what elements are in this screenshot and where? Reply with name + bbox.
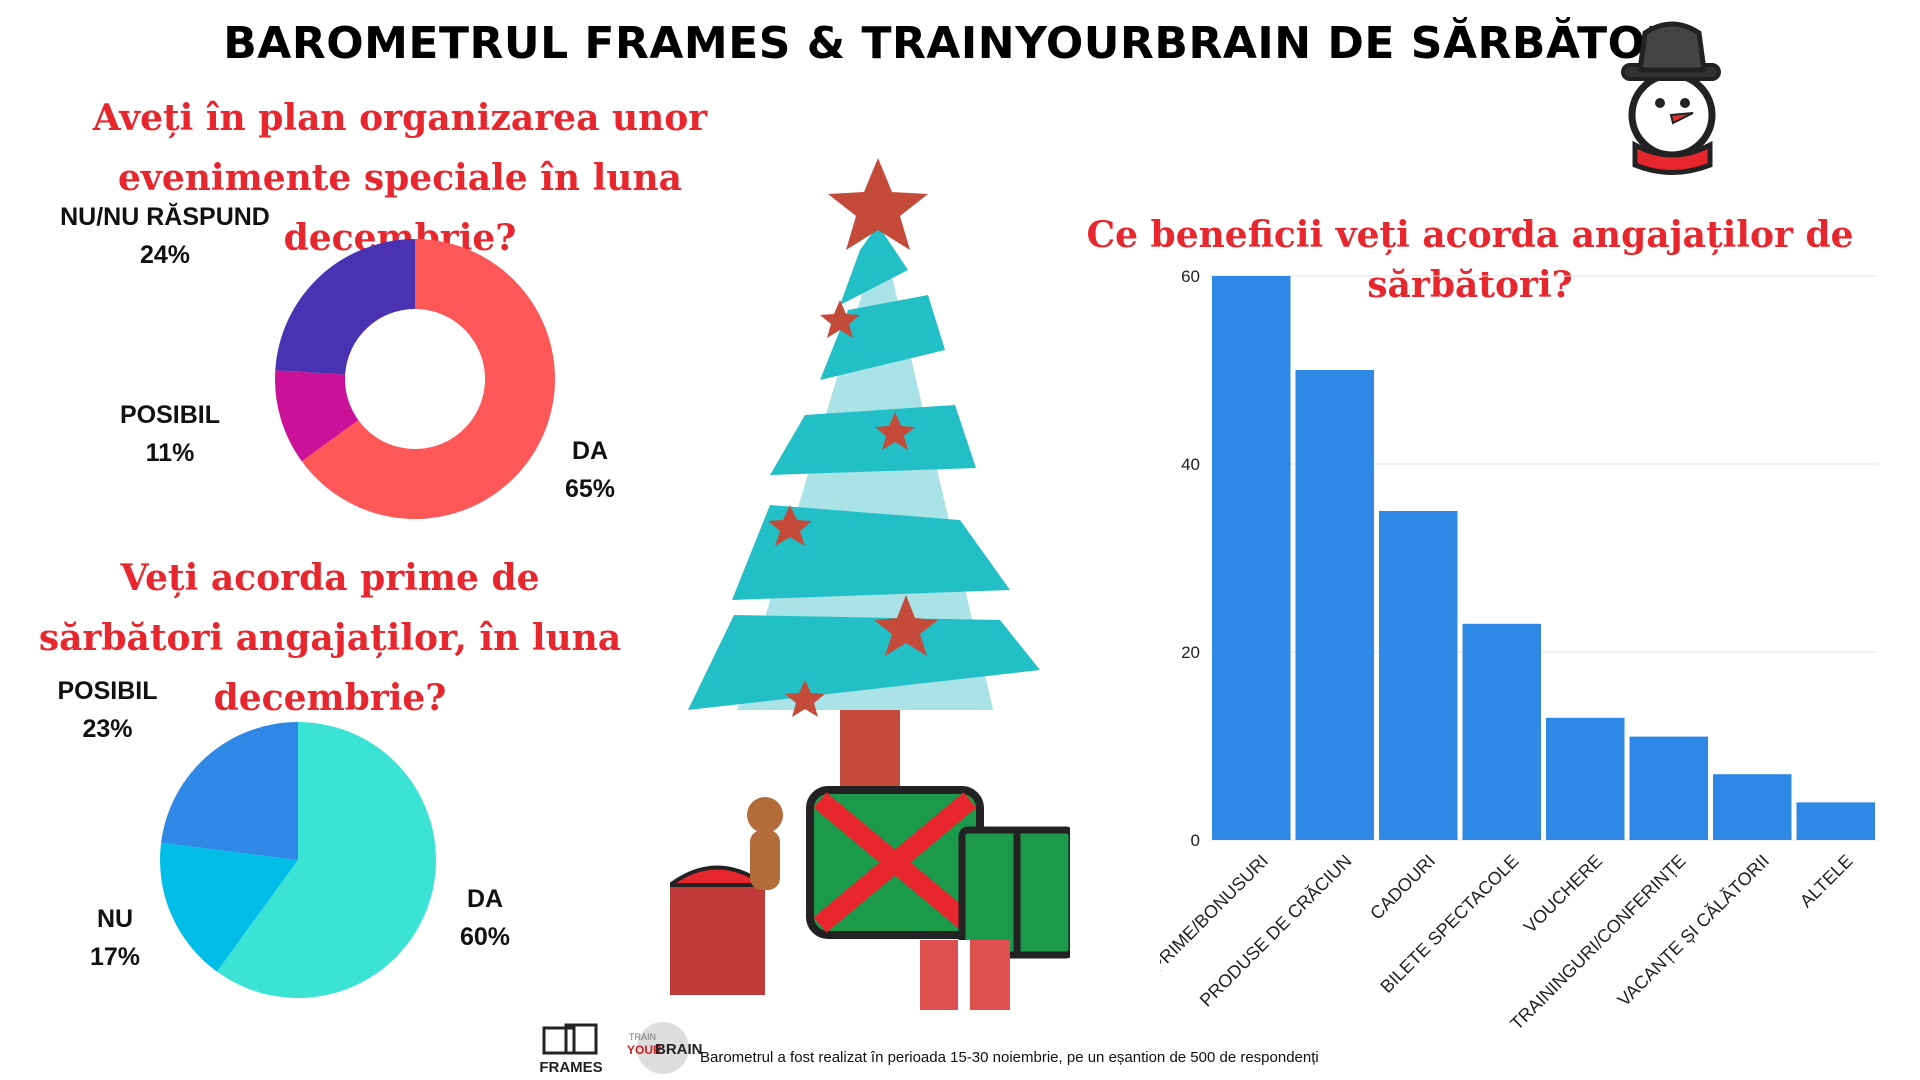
pie-label-posibil-value: 23% (82, 715, 133, 743)
pie-slice-nu (160, 842, 298, 972)
x-tick-label: TRAININGURI/CONFERINȚE (1506, 851, 1689, 1034)
donut-label-da-name: DA (571, 437, 609, 465)
donut-label-nu: NU/NU RĂSPUND 24% (30, 198, 300, 274)
x-tick-label: VACANȚE ȘI CĂLĂTORII (1614, 851, 1773, 1010)
question-events: Aveți în plan organizarea unor eveniment… (92, 97, 708, 259)
bar-bilete-spectacole (1462, 623, 1541, 840)
pie-label-nu-name: NU (96, 905, 134, 933)
pie-label-da-value: 60% (459, 923, 511, 951)
donut-label-posibil: POSIBIL 11% (90, 396, 250, 472)
tyb-logo-brain: BRAIN (655, 1041, 703, 1058)
x-tick-label: BILETE SPECTACOLE (1376, 851, 1522, 997)
y-tick-label: 40 (1181, 455, 1200, 474)
bonuses-pie-chart (160, 722, 436, 998)
donut-label-nu-name: NU/NU RĂSPUND (60, 203, 270, 231)
question-benefits: Ce beneficii veți acorda angajaților de … (1086, 214, 1854, 306)
donut-label-da: DA 65% (540, 432, 640, 508)
infographic-title: BAROMETRUL FRAMES & TRAINYOURBRAIN DE SĂ… (223, 18, 1697, 69)
bar-produse-de-cr-ciun (1295, 370, 1374, 840)
donut-slice-nu-nu-r-spund (275, 239, 415, 375)
bar-cadouri (1379, 511, 1458, 840)
bar-vacan-e-i-c-l-torii (1713, 774, 1792, 840)
pie-label-posibil-name: POSIBIL (57, 677, 158, 705)
pie-slice-posibil (161, 722, 298, 860)
christmas-tree-illustration (670, 158, 1070, 1010)
pie-label-da-name: DA (466, 885, 504, 913)
question-bonuses: Veți acorda prime de sărbători angajațil… (38, 557, 622, 719)
x-tick-label: ALTELE (1796, 851, 1857, 912)
y-tick-label: 0 (1191, 831, 1200, 850)
events-donut-chart (275, 239, 555, 519)
tyb-logo-train: TRAIN (629, 1032, 656, 1042)
bar-traininguri-conferin-e (1629, 736, 1708, 840)
pie-label-nu-value: 17% (89, 943, 141, 971)
x-tick-label: CADOURI (1366, 851, 1439, 924)
pie-slice-da (216, 722, 436, 998)
x-tick-label: PRODUSE DE CRĂCIUN (1196, 851, 1356, 1011)
snowman-icon (1621, 21, 1721, 175)
donut-label-da-value: 65% (564, 475, 616, 503)
bar-vouchere (1546, 717, 1625, 840)
pie-label-nu: NU 17% (65, 900, 165, 976)
pie-label-da: DA 60% (435, 880, 535, 956)
bar-prime-bonusuri (1212, 276, 1291, 840)
frames-logo-text: FRAMES (539, 1059, 602, 1075)
y-tick-label: 20 (1181, 643, 1200, 662)
donut-label-posibil-value: 11% (145, 439, 195, 467)
frames-logo: FRAMES (539, 1023, 603, 1075)
pie-label-posibil: POSIBIL 23% (40, 672, 175, 748)
footer-note: Barometrul a fost realizat în perioada 1… (700, 1049, 1319, 1066)
donut-label-nu-value: 24% (139, 241, 191, 269)
x-tick-label: VOUCHERE (1520, 851, 1606, 937)
trainyourbrain-logo: TRAIN YOUR BRAIN (627, 1022, 703, 1074)
donut-slice-posibil (275, 370, 359, 462)
y-tick-label: 60 (1181, 267, 1200, 286)
tyb-logo-your: YOUR (627, 1043, 662, 1057)
donut-label-posibil-name: POSIBIL (119, 401, 220, 429)
bar-altele (1796, 802, 1875, 840)
donut-slice-da (301, 239, 555, 519)
